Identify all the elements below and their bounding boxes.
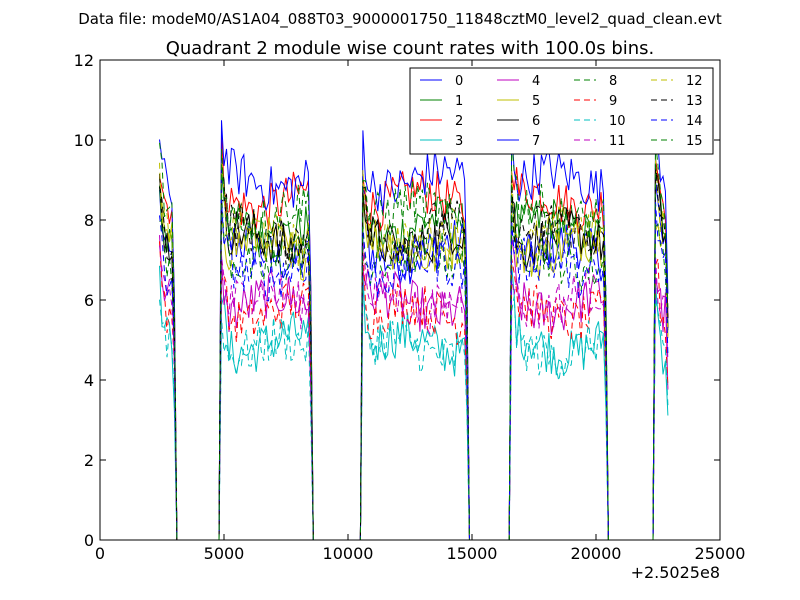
y-tick-label: 4	[84, 371, 94, 390]
series-line-7	[159, 120, 669, 541]
y-tick-label: 2	[84, 451, 94, 470]
legend-label-12: 12	[686, 74, 703, 89]
chart-title: Quadrant 2 module wise count rates with …	[166, 38, 655, 59]
legend-label-10: 10	[609, 114, 626, 129]
series-line-10	[159, 290, 669, 541]
legend-label-1: 1	[455, 94, 463, 109]
y-tick-label: 10	[74, 131, 94, 150]
legend-label-7: 7	[532, 134, 540, 149]
x-offset-label: +2.5025e8	[631, 563, 720, 582]
x-tick-label: 20000	[571, 544, 622, 563]
legend-label-0: 0	[455, 74, 463, 89]
x-tick-label: 25000	[695, 544, 746, 563]
legend-label-2: 2	[455, 114, 463, 129]
legend-label-4: 4	[532, 74, 540, 89]
series-line-9	[159, 241, 669, 541]
series-line-12	[159, 155, 669, 541]
x-tick-label: 10000	[323, 544, 374, 563]
chart-suptitle: Data file: modeM0/AS1A04_088T03_90000017…	[78, 10, 722, 29]
legend-label-3: 3	[455, 134, 463, 149]
series-line-3	[159, 264, 669, 541]
legend-label-11: 11	[609, 134, 626, 149]
legend-label-9: 9	[609, 94, 617, 109]
y-tick-label: 6	[84, 291, 94, 310]
series-line-4	[159, 235, 669, 541]
legend-label-8: 8	[609, 74, 617, 89]
x-tick-label: 0	[95, 544, 105, 563]
legend-label-6: 6	[532, 114, 540, 129]
series-line-15	[159, 137, 669, 541]
y-tick-label: 0	[84, 531, 94, 550]
series-line-11	[159, 241, 669, 541]
y-tick-label: 8	[84, 211, 94, 230]
legend-label-14: 14	[686, 114, 703, 129]
x-tick-label: 15000	[447, 544, 498, 563]
legend-label-15: 15	[686, 134, 703, 149]
series-line-13	[159, 164, 669, 541]
series-line-14	[159, 199, 669, 541]
x-tick-label: 5000	[204, 544, 245, 563]
plot-area	[159, 120, 669, 541]
legend-label-5: 5	[532, 94, 540, 109]
series-line-2	[159, 133, 669, 541]
legend-label-13: 13	[686, 94, 703, 109]
series-line-1	[159, 158, 669, 541]
y-tick-label: 12	[74, 51, 94, 70]
